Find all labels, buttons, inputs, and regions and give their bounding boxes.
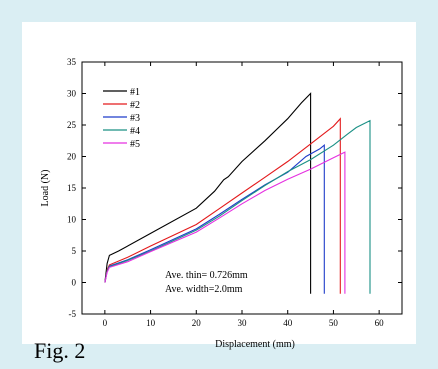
x-tick-label: 60 xyxy=(375,318,385,328)
series-line-1 xyxy=(104,92,312,294)
figure-panel xyxy=(22,22,416,344)
y-tick-label: 5 xyxy=(72,246,77,256)
legend-label-2: #2 xyxy=(130,100,140,111)
legend-label-5: #5 xyxy=(130,139,140,150)
y-axis-label: Load (N) xyxy=(40,170,51,207)
x-tick-label: 30 xyxy=(238,318,248,328)
annotation-thickness: Ave. thin= 0.726mm xyxy=(165,270,248,281)
y-tick-label: 10 xyxy=(67,215,77,225)
annotation-width: Ave. width=2.0mm xyxy=(165,284,243,295)
x-axis-label: Displacement (mm) xyxy=(215,339,295,350)
x-tick-label: 0 xyxy=(103,318,108,328)
y-tick-label: 20 xyxy=(67,152,77,162)
legend-label-1: #1 xyxy=(130,87,140,98)
y-tick-label: 30 xyxy=(67,89,77,99)
legend-label-4: #4 xyxy=(130,126,140,137)
x-tick-label: 50 xyxy=(329,318,339,328)
figure-label: Fig. 2 xyxy=(34,338,86,363)
series-line-4 xyxy=(104,119,371,294)
y-tick-label: 0 xyxy=(72,278,77,288)
x-tick-label: 20 xyxy=(192,318,202,328)
series-line-3 xyxy=(104,144,325,294)
series-line-2 xyxy=(104,117,341,294)
x-tick-label: 40 xyxy=(283,318,293,328)
series-line-5 xyxy=(104,151,346,294)
legend-label-3: #3 xyxy=(130,113,140,124)
y-tick-label: 35 xyxy=(67,57,77,67)
y-tick-label: -5 xyxy=(69,309,77,319)
y-tick-label: 15 xyxy=(67,183,77,193)
x-tick-label: 10 xyxy=(146,318,156,328)
y-tick-label: 25 xyxy=(67,120,77,130)
